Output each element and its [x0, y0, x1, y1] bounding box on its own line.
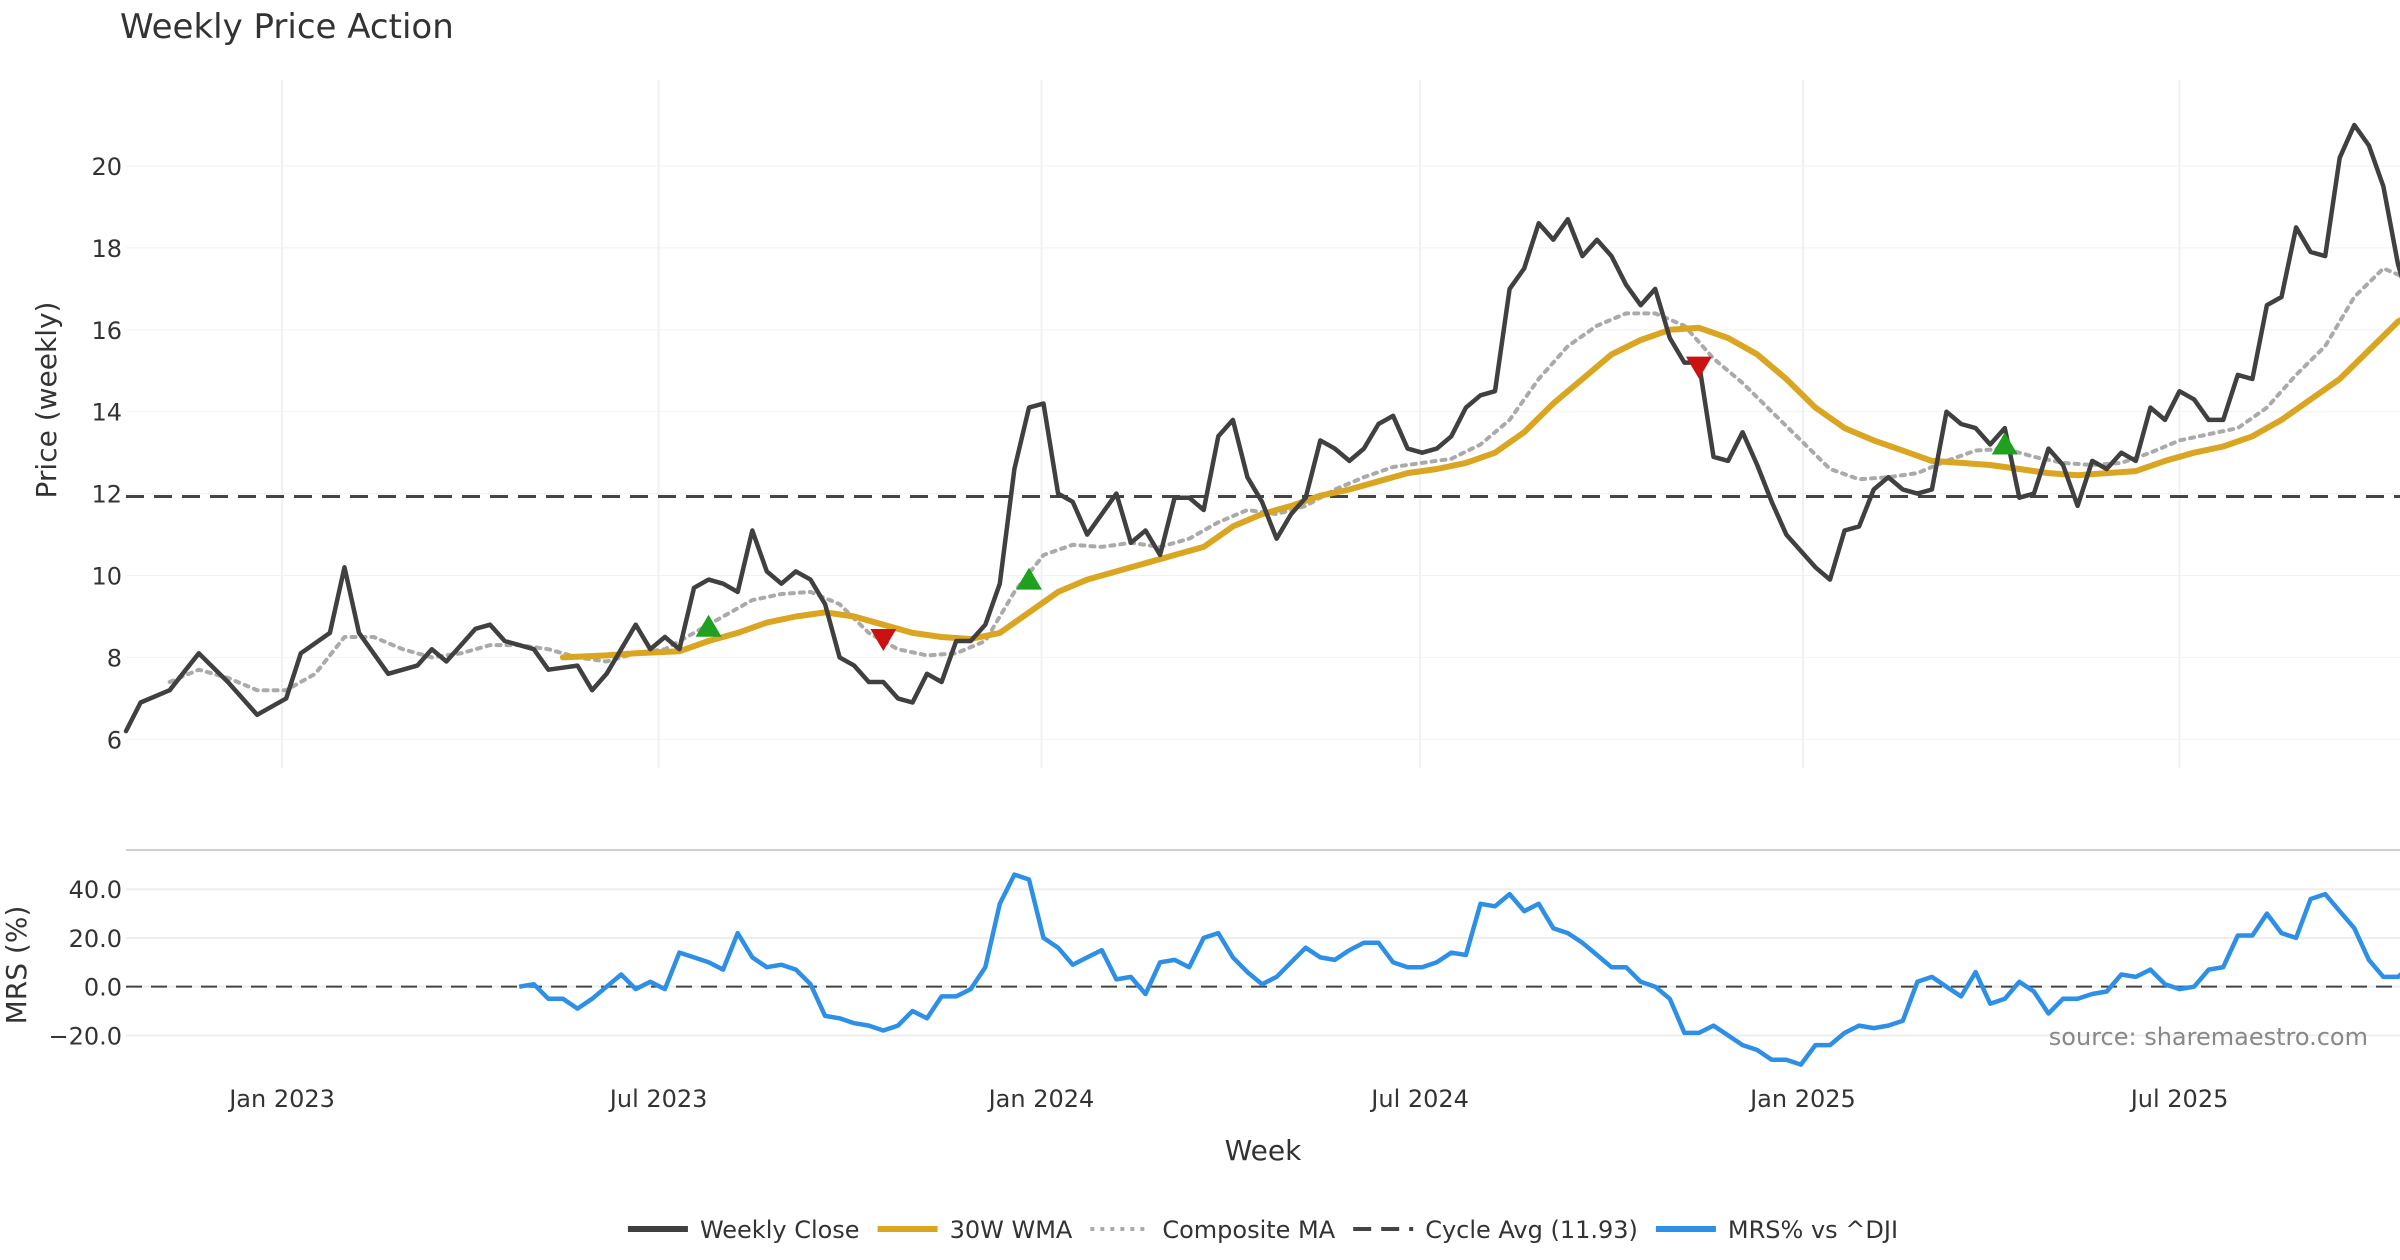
buy-signal-marker: [1991, 432, 2018, 455]
mrs-y-tick-label: 40.0: [69, 876, 122, 904]
x-tick-label: Jan 2025: [1748, 1085, 1856, 1113]
mrs-y-tick-label: −20.0: [48, 1022, 122, 1050]
mrs-series-lines: [126, 872, 2400, 1067]
mrs-panel-grid: [126, 888, 2400, 1037]
legend-label: Cycle Avg (11.93): [1425, 1216, 1638, 1244]
mrs-y-axis-label: MRS (%): [0, 906, 33, 1025]
buy-signal-marker: [1015, 567, 1042, 590]
chart-title: Weekly Price Action: [120, 7, 454, 47]
price-y-tick-label: 8: [107, 644, 122, 672]
price-panel-grid: [126, 80, 2400, 768]
legend-label: Weekly Close: [700, 1216, 860, 1244]
price-y-axis-label: Price (weekly): [30, 302, 63, 499]
x-tick-label: Jul 2025: [2129, 1085, 2229, 1113]
legend-label: Composite MA: [1162, 1216, 1335, 1244]
price-y-ticks: 6 8 10 12 14 16 18 20: [91, 153, 122, 754]
price-y-tick-label: 20: [91, 153, 122, 181]
composite-ma-line: [167, 266, 2400, 693]
price-y-tick-label: 6: [107, 726, 122, 754]
legend-label: MRS% vs ^DJI: [1728, 1216, 1898, 1244]
price-series-lines: [123, 122, 2400, 734]
weekly-close-line: [123, 122, 2400, 734]
price-y-tick-label: 10: [91, 563, 122, 591]
price-y-tick-label: 12: [91, 481, 122, 509]
source-annotation: source: sharemaestro.com: [2049, 1023, 2368, 1051]
mrs-y-ticks: −20.0 0.0 20.0 40.0: [48, 876, 122, 1050]
sell-signal-marker: [1685, 356, 1712, 379]
legend: Weekly Close 30W WMA Composite MA Cycle Avg…: [627, 1216, 1898, 1244]
x-tick-label: Jan 2024: [987, 1085, 1095, 1113]
price-y-tick-label: 16: [91, 317, 122, 345]
signal-markers: [695, 356, 2018, 651]
sell-signal-marker: [870, 629, 897, 651]
legend-label: 30W WMA: [950, 1216, 1073, 1244]
x-axis-label: Week: [1225, 1134, 1302, 1167]
x-tick-label: Jul 2023: [608, 1085, 708, 1113]
price-y-tick-label: 18: [91, 235, 122, 263]
price-y-tick-label: 14: [91, 399, 122, 427]
mrs-line: [518, 872, 2400, 1067]
x-ticks: Jan 2023 Jul 2023 Jan 2024 Jul 2024 Jan 2025…: [227, 1085, 2228, 1113]
x-tick-label: Jan 2023: [227, 1085, 335, 1113]
mrs-y-tick-label: 20.0: [69, 925, 122, 953]
wma-30w-line: [559, 317, 2400, 661]
buy-signal-marker: [695, 614, 722, 637]
mrs-y-tick-label: 0.0: [84, 974, 122, 1002]
x-tick-label: Jul 2024: [1369, 1085, 1469, 1113]
